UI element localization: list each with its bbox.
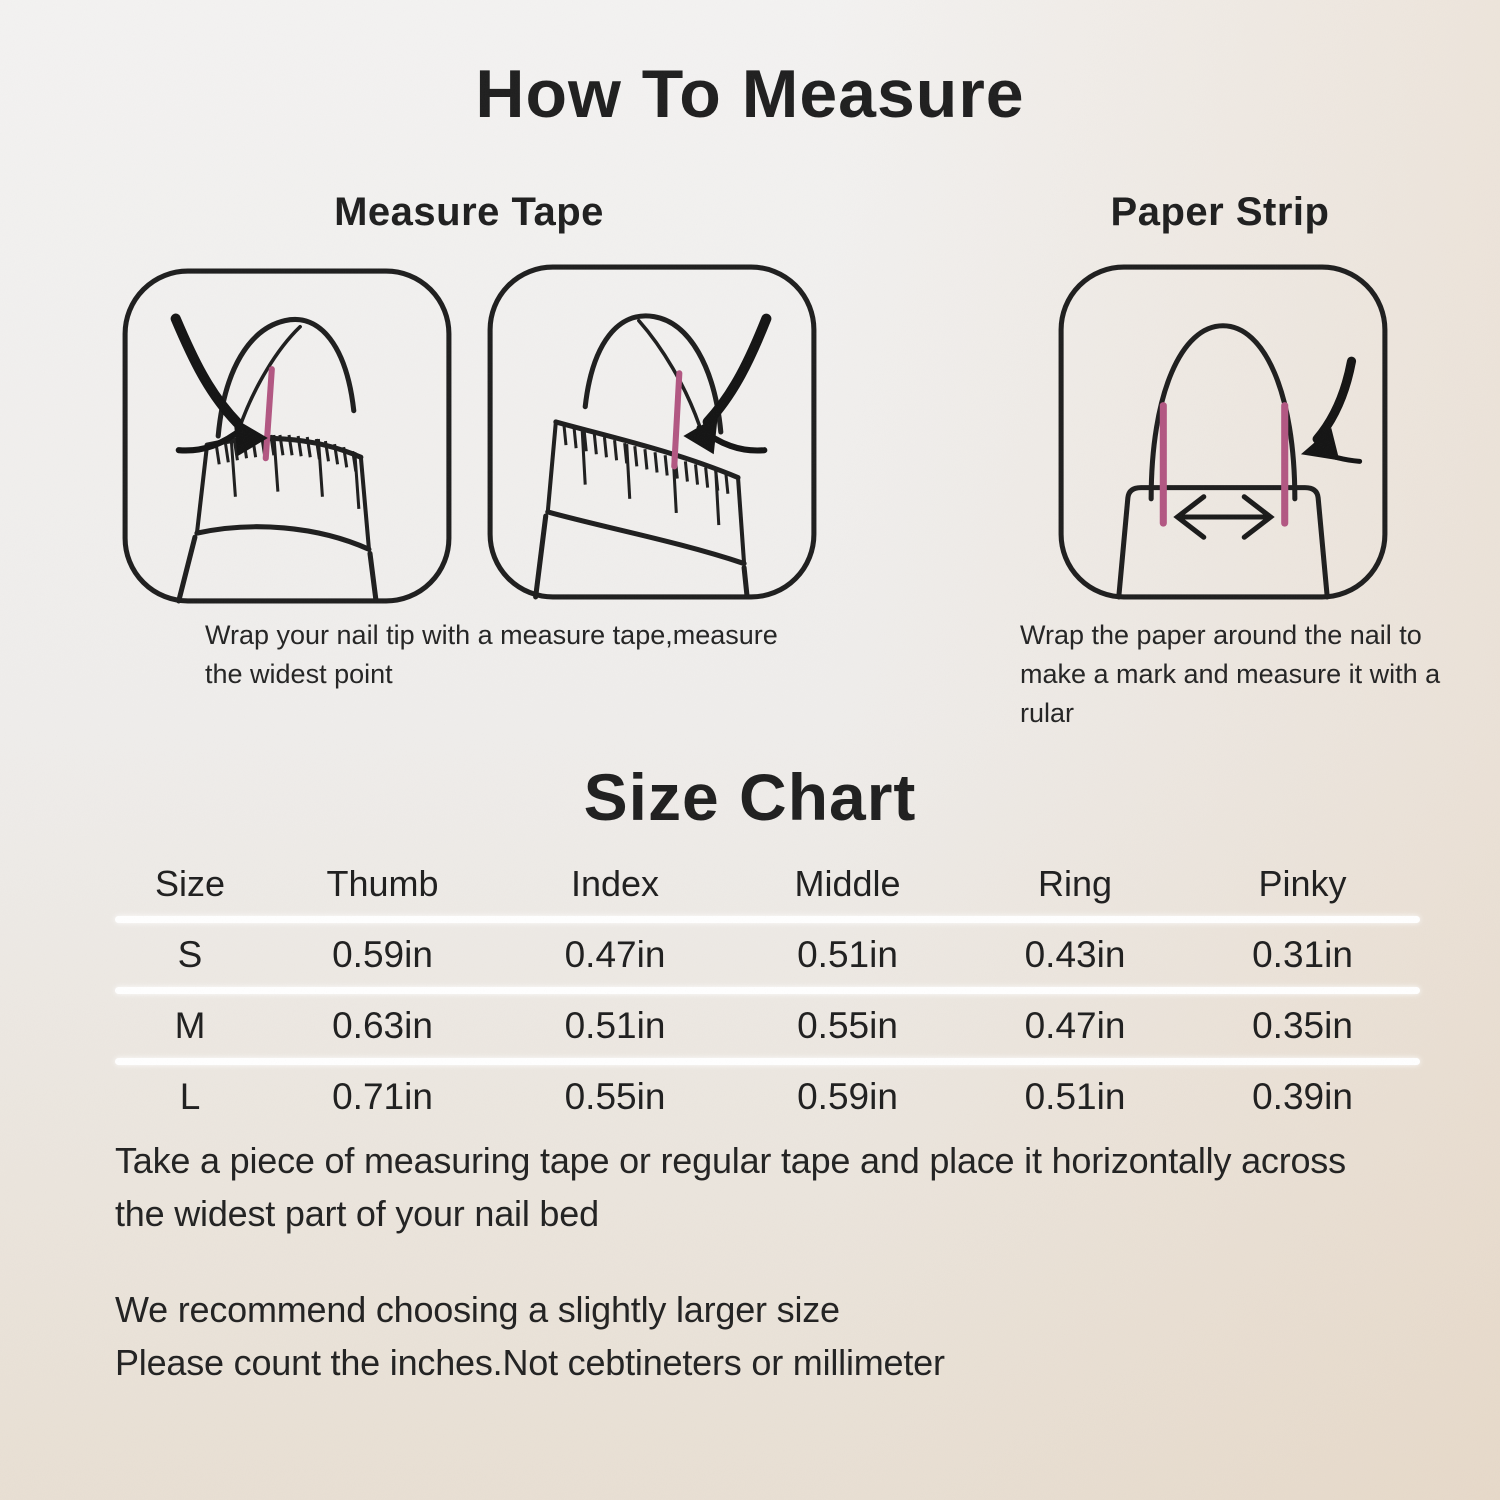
- table-divider: [115, 916, 1420, 923]
- cell-value: 0.71in: [332, 1076, 433, 1117]
- cell-value: 0.43in: [1024, 934, 1126, 975]
- page-title: How To Measure: [475, 56, 1025, 132]
- note-larger-size-line: We recommend choosing a slightly larger …: [115, 1289, 840, 1330]
- cell-value: 0.39in: [1252, 1076, 1353, 1117]
- col-header-size: Size: [154, 863, 226, 904]
- measure-tape-illustration-right: [485, 262, 819, 602]
- table-row-m: M 0.63in 0.51in 0.55in 0.47in 0.35in: [115, 1000, 1420, 1052]
- cell-value: 0.31in: [1252, 934, 1353, 975]
- table-row-s: S 0.59in 0.47in 0.51in 0.43in 0.31in: [115, 929, 1420, 981]
- measure-tape-caption: Wrap your nail tip with a measure tape,m…: [205, 620, 778, 689]
- col-header-thumb: Thumb: [326, 863, 439, 904]
- size-chart-header-row: Size Thumb Index Middle Ring Pinky: [115, 858, 1420, 910]
- curved-arrow-icon: [1300, 356, 1363, 464]
- finger-tape-right-drawing: [487, 264, 817, 600]
- measure-tape-illustration-left: [120, 266, 454, 606]
- cell-value: 0.35in: [1252, 1005, 1353, 1046]
- finger-tape-left-drawing: [122, 268, 452, 604]
- double-arrow-icon: [1173, 494, 1275, 540]
- cell-value: 0.47in: [564, 934, 666, 975]
- paper-strip-heading: Paper Strip: [1110, 190, 1330, 234]
- diagram-border: [1058, 264, 1388, 600]
- cell-size: L: [179, 1076, 201, 1117]
- finger-outline: [1116, 323, 1330, 600]
- cell-value: 0.59in: [332, 934, 433, 975]
- paper-strip-caption: Wrap the paper around the nail to make a…: [1020, 620, 1441, 728]
- curved-arrow-icon: [683, 313, 772, 455]
- paper-strip-illustration: [1056, 262, 1390, 602]
- cell-value: 0.51in: [1024, 1076, 1126, 1117]
- nail-width-mark: [671, 370, 683, 470]
- cell-value: 0.59in: [797, 1076, 898, 1117]
- finger-outline: [533, 313, 750, 600]
- table-divider: [115, 1058, 1420, 1065]
- size-chart-title: Size Chart: [583, 760, 917, 834]
- table-divider: [115, 987, 1420, 994]
- cell-value: 0.55in: [797, 1005, 898, 1046]
- cell-value: 0.51in: [797, 934, 898, 975]
- col-header-ring: Ring: [1037, 863, 1113, 904]
- size-chart-table: Size Thumb Index Middle Ring Pinky S 0.5…: [115, 858, 1420, 1123]
- cell-value: 0.55in: [564, 1076, 666, 1117]
- note-tape-placement: Take a piece of measuring tape or regula…: [115, 1140, 1346, 1234]
- cell-size: S: [177, 934, 203, 975]
- note-size-recommendation: We recommend choosing a slightly larger …: [115, 1283, 1360, 1389]
- col-header-middle: Middle: [794, 863, 901, 904]
- col-header-pinky: Pinky: [1258, 863, 1347, 904]
- cell-size: M: [174, 1005, 206, 1046]
- measure-tape-heading: Measure Tape: [334, 190, 604, 234]
- note-units-line: Please count the inches.Not cebtineters …: [115, 1342, 945, 1383]
- finger-paper-drawing: [1058, 264, 1388, 600]
- table-row-l: L 0.71in 0.55in 0.59in 0.51in 0.39in: [115, 1071, 1420, 1123]
- cell-value: 0.47in: [1024, 1005, 1126, 1046]
- cell-value: 0.51in: [564, 1005, 666, 1046]
- col-header-index: Index: [570, 863, 660, 904]
- cell-value: 0.63in: [332, 1005, 433, 1046]
